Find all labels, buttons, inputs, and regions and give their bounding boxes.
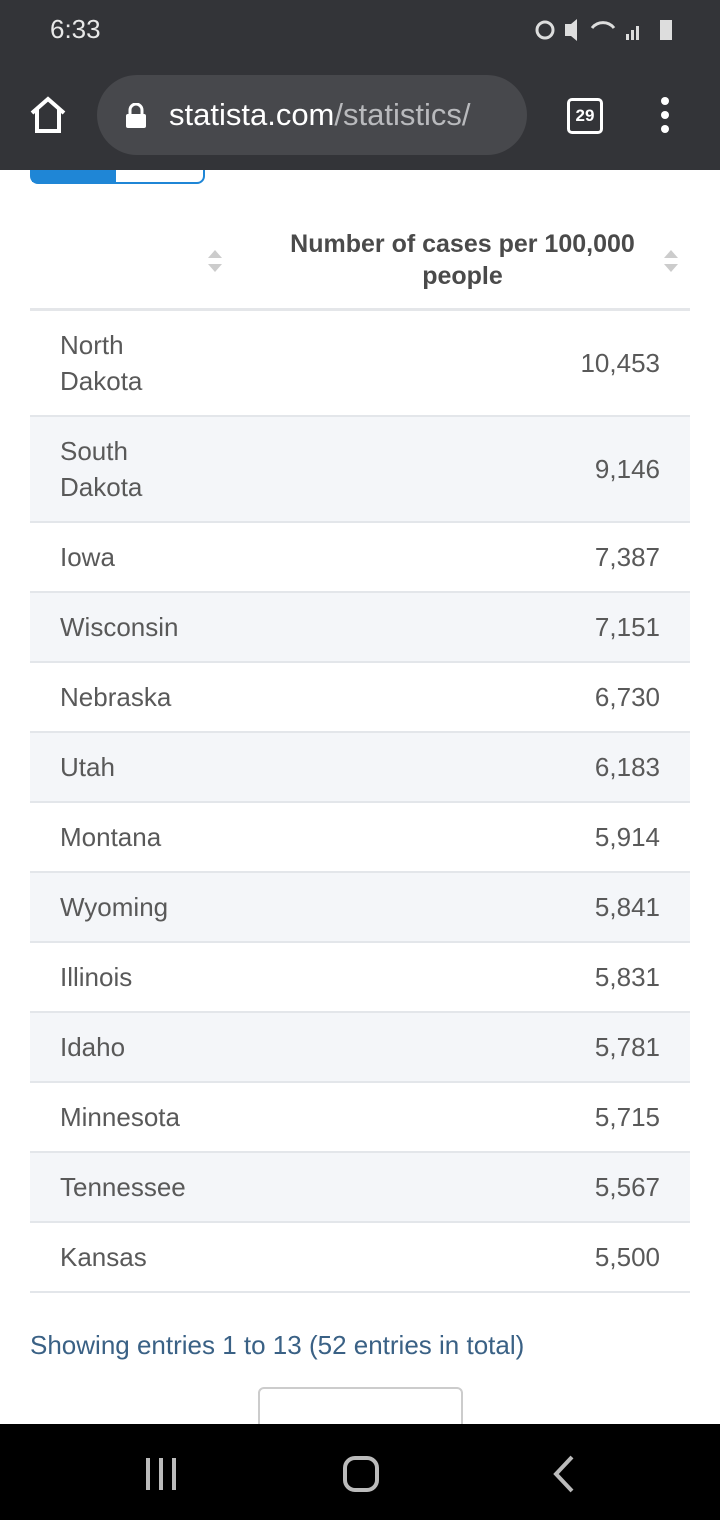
lock-icon [126,103,146,128]
url-host: statista.com [169,97,335,132]
case-count: 7,387 [594,542,660,572]
state-name: Wisconsin [60,612,179,642]
nav-icons [146,1455,574,1493]
state-name: Iowa [60,542,115,572]
table-body: North Dakota 10,453 South Dakota 9,146 Iowa 7… [30,311,690,1293]
table-row: Idaho 5,781 [30,1013,690,1083]
table-row: Montana 5,914 [30,803,690,873]
case-count: 6,730 [594,682,660,712]
home-button[interactable] [28,95,68,135]
show-more-button[interactable] [258,1387,463,1424]
state-name: Tennessee [60,1172,186,1202]
table-row: Illinois 5,831 [30,943,690,1013]
table-row: Minnesota 5,715 [30,1083,690,1153]
state-name: Idaho [60,1032,126,1062]
state-name: Utah [60,752,115,782]
state-name: Illinois [60,962,133,992]
case-count: 5,914 [594,822,660,852]
case-count: 9,146 [594,454,660,484]
state-name: Montana [60,822,162,852]
tab-count[interactable]: 29 [567,98,603,134]
case-count: 5,500 [594,1242,660,1272]
table-row: Nebraska 6,730 [30,663,690,733]
state-name: Kansas [60,1242,147,1272]
state-name: Nebraska [60,682,172,712]
menu-button[interactable] [655,96,675,136]
status-icons [535,19,672,41]
sort-icon[interactable] [662,248,680,274]
case-count: 10,453 [580,348,660,378]
page-content: Number of cases per 100,000 people North… [0,170,720,1424]
url-bar[interactable]: statista.com/statistics/ [97,75,527,155]
case-count: 6,183 [594,752,660,782]
state-name: Wyoming [60,892,169,922]
entries-info: Showing entries 1 to 13 (52 entries in t… [30,1330,525,1360]
table-row: South Dakota 9,146 [30,417,690,523]
table-row: North Dakota 10,453 [30,311,690,417]
case-count: 5,831 [594,962,660,992]
url-path: /statistics/ [334,97,471,132]
state-name: North Dakota [60,330,143,396]
table-row: Iowa 7,387 [30,523,690,593]
nav-bar [0,1424,720,1520]
table-row: Tennessee 5,567 [30,1153,690,1223]
column-header[interactable]: Number of cases per 100,000 people [290,230,635,290]
state-name: Minnesota [60,1102,180,1132]
table-row: Utah 6,183 [30,733,690,803]
state-name: South Dakota [60,436,143,502]
case-count: 5,715 [594,1102,660,1132]
table-row: Wisconsin 7,151 [30,593,690,663]
browser-bar: 6:33 statista.com/statistics/ 29 [0,0,720,170]
case-count: 5,841 [594,892,660,922]
case-count: 7,151 [594,612,660,642]
table-header: Number of cases per 100,000 people [30,220,690,311]
status-time: 6:33 [50,14,101,44]
sort-icon[interactable] [206,248,224,274]
view-toggle[interactable] [30,170,205,184]
table-row: Wyoming 5,841 [30,873,690,943]
case-count: 5,567 [594,1172,660,1202]
case-count: 5,781 [594,1032,660,1062]
table-row: Kansas 5,500 [30,1223,690,1293]
